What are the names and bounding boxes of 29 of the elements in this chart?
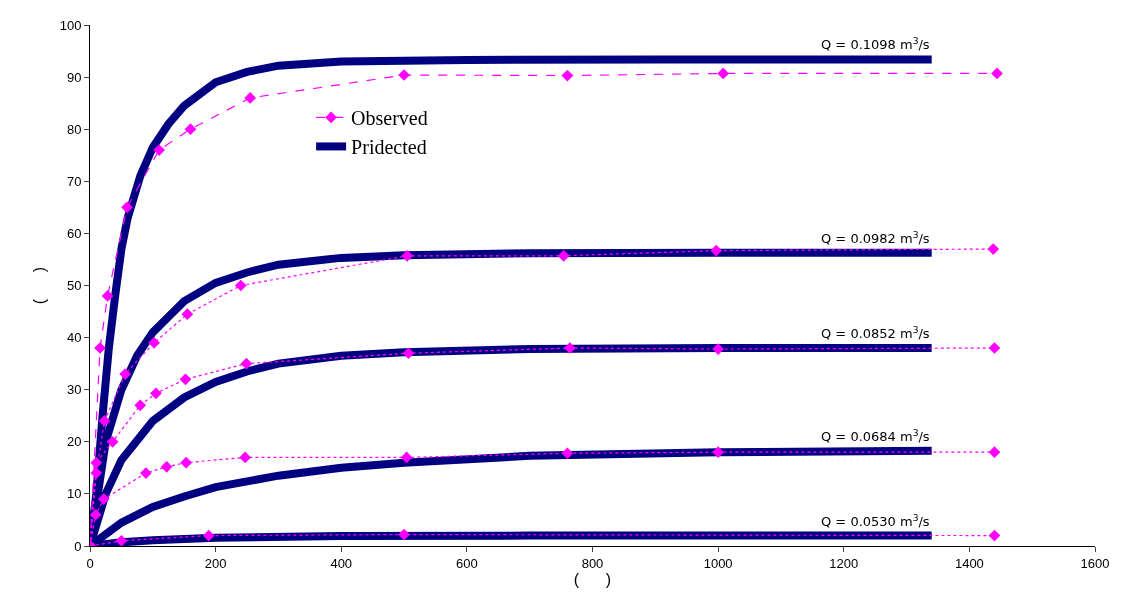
x-tick-label: 800 <box>581 555 604 571</box>
y-tick-label: 80 <box>66 121 82 137</box>
x-tick-label: 200 <box>204 555 227 571</box>
x-tick-label: 1400 <box>954 555 984 571</box>
y-tick-label: 40 <box>66 330 82 346</box>
annotation: Q = 0.0982 m$^{3}$/s <box>821 230 930 247</box>
y-tick-label: 30 <box>66 382 82 398</box>
annotation: Q = 0.1098 m$^{3}$/s <box>821 36 930 53</box>
y-tick-label: 20 <box>66 434 82 450</box>
y-tick-label: 50 <box>66 278 82 294</box>
legend-label: Pridected <box>351 136 427 159</box>
x-axis-title: ( ) <box>573 571 612 589</box>
y-axis-title: ( ) <box>30 266 48 305</box>
y-tick-label: 70 <box>66 173 82 189</box>
legend-label: Observed <box>351 107 428 130</box>
y-tick-label: 90 <box>66 69 82 85</box>
y-tick-label: 10 <box>66 486 82 502</box>
y-tick-label: 60 <box>66 225 82 241</box>
x-tick-label: 0 <box>86 555 94 571</box>
x-tick-label: 1600 <box>1080 555 1110 571</box>
y-tick-label: 0 <box>74 538 82 554</box>
annotation: Q = 0.0852 m$^{3}$/s <box>821 325 930 342</box>
y-tick-label: 100 <box>59 17 82 33</box>
annotation: Q = 0.0530 m$^{3}$/s <box>821 513 930 530</box>
x-tick-label: 400 <box>330 555 353 571</box>
x-tick-label: 600 <box>456 555 478 571</box>
x-tick-label: 1200 <box>829 555 859 571</box>
annotation: Q = 0.0684 m$^{3}$/s <box>821 428 930 445</box>
x-tick-label: 1000 <box>703 555 733 571</box>
